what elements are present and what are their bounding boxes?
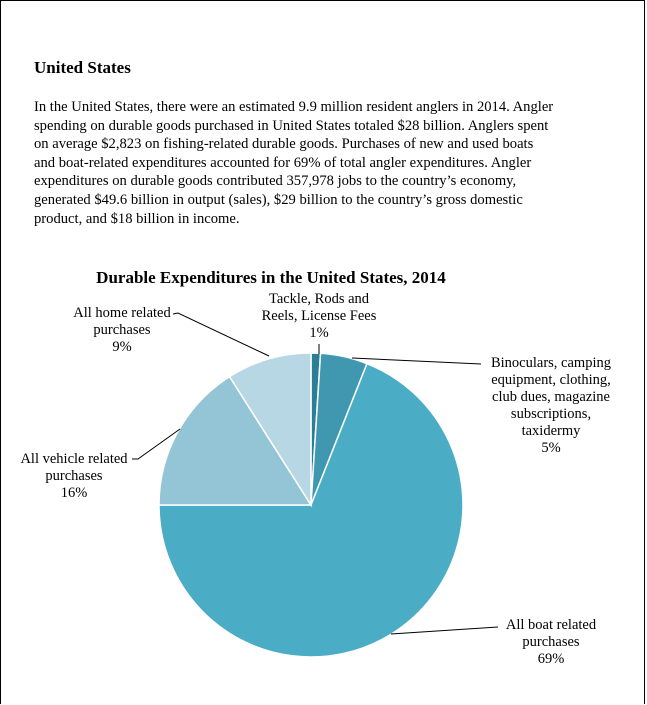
slice-label-line: Tackle, Rods and [269,291,370,307]
paragraph-line: In the United States, there were an esti… [34,99,554,115]
slice-label-3: All boat related purchases 69% [506,617,597,667]
slice-label-1: Tackle, Rods and Reels, License Fees 1% [262,291,377,341]
leader-line-2 [351,357,482,365]
slice-label-line: 5% [541,440,560,456]
paragraph-line: product, and $18 billion in income. [34,210,240,227]
slice-label-2: Binoculars, camping equipment, clothing, c… [491,355,611,456]
pie-slice-4 [158,375,313,506]
paragraph-line: expenditures on durable goods contribute… [34,173,517,190]
slice-label-line: purchases [522,634,580,650]
slice-label-line: Reels, License Fees [262,308,377,324]
slice-label-line: 1% [309,325,328,341]
paragraph-line: and boat-related expenditures accounted … [34,154,532,171]
slice-label-line: 16% [61,485,88,501]
slice-label-line: purchases [45,468,103,484]
paragraph-line: on average $2,823 on fishing-related dur… [34,136,534,153]
slice-label-line: subscriptions, [511,406,591,422]
slice-label-line: taxidermy [522,423,582,439]
leader-lines [132,312,499,635]
body-paragraph: In the United States, there were an esti… [34,98,624,228]
paragraph-line: generated $49.6 billion in output (sales… [34,191,523,208]
slice-label-line: All vehicle related [20,451,128,467]
section-heading: United States [34,58,131,77]
chart-title: Durable Expenditures in the United State… [96,268,446,287]
slice-label-line: All home related [73,305,171,321]
leader-line-5 [172,312,270,357]
pie-slice-3 [158,362,464,658]
pie-slices [158,352,464,658]
leader-line-3 [390,626,499,635]
slice-label-4: All vehicle related purchases 16% [20,451,128,501]
pie-slice-5 [228,352,312,508]
paragraph-line: spending on durable goods purchased in U… [34,117,549,134]
slice-label-line: All boat related [506,617,597,633]
leader-line-4 [132,428,181,460]
slice-label-line: purchases [93,322,151,338]
slice-label-line: equipment, clothing, [491,372,611,388]
slice-label-line: club dues, magazine [492,389,610,405]
slice-label-line: 9% [112,339,131,355]
slice-label-5: All home related purchases 9% [73,305,171,355]
slice-labels: Tackle, Rods and Reels, License Fees 1% Bin… [20,291,611,667]
slice-label-line: Binoculars, camping [491,355,611,371]
slice-label-line: 69% [538,651,565,667]
